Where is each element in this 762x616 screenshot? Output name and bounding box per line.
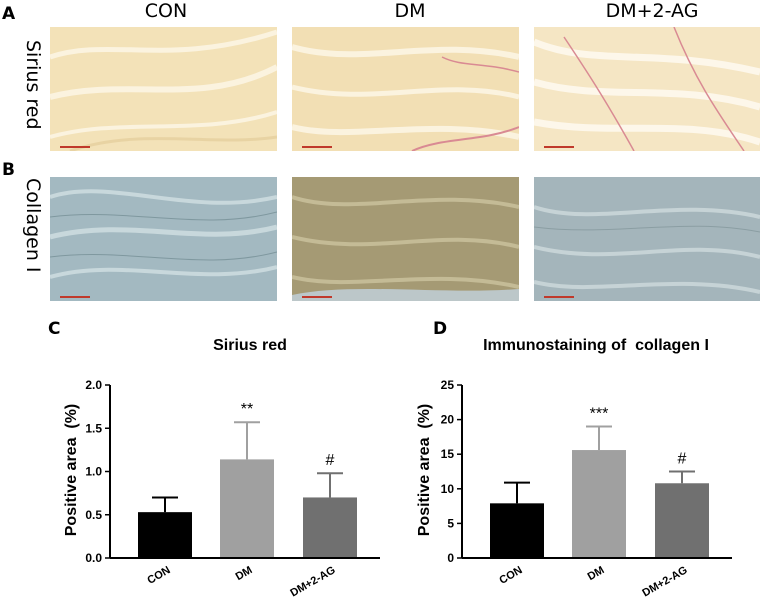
column-header-dm-2ag: DM+2-AG xyxy=(605,0,699,22)
panel-label-b: B xyxy=(2,160,15,180)
y-tick-label: 0.0 xyxy=(85,551,102,565)
y-tick-label: 25 xyxy=(441,378,455,392)
panel-label-c: C xyxy=(48,319,60,339)
y-tick-label: 1.5 xyxy=(85,421,102,435)
scale-bar xyxy=(60,296,90,298)
micrograph-sirius-dm-2ag xyxy=(534,27,760,151)
chart-title: Immunostaining of collagen I xyxy=(483,337,709,354)
y-tick-label: 0.5 xyxy=(85,508,102,522)
micrograph-sirius-con xyxy=(50,27,277,151)
x-tick-label: DM xyxy=(234,564,255,583)
bar-dm-2-ag xyxy=(303,497,357,558)
bar-dm xyxy=(220,459,274,558)
chart-title: Sirius red xyxy=(213,337,287,354)
bar-con xyxy=(490,503,544,558)
x-tick-label: DM+2-AG xyxy=(288,564,337,599)
y-axis-label: Positive area (%) xyxy=(63,404,80,537)
significance-marker: # xyxy=(678,451,687,468)
scale-bar xyxy=(302,146,332,148)
micrograph-collagen-dm-2ag xyxy=(534,177,760,301)
x-tick-label: CON xyxy=(145,564,172,587)
y-tick-label: 10 xyxy=(441,482,455,496)
panel-label-d: D xyxy=(433,319,447,339)
bar-dm xyxy=(572,450,626,558)
scale-bar xyxy=(544,296,574,298)
x-tick-label: CON xyxy=(497,564,524,587)
micrograph-collagen-dm xyxy=(292,177,519,301)
y-tick-label: 2.0 xyxy=(85,378,102,392)
significance-marker: # xyxy=(326,452,335,469)
scale-bar xyxy=(544,146,574,148)
column-header-dm: DM xyxy=(394,0,426,22)
y-axis-label: Positive area (%) xyxy=(416,404,433,537)
y-tick-label: 1.0 xyxy=(85,465,102,479)
y-tick-label: 15 xyxy=(441,447,455,461)
column-header-con: CON xyxy=(144,0,188,22)
scale-bar xyxy=(60,146,90,148)
chart-sirius-red: C Sirius red Positive area (%) ** # 0.0 0.… xyxy=(48,319,380,600)
micrograph-sirius-dm xyxy=(292,27,519,151)
panel-label-a: A xyxy=(2,4,16,24)
chart-collagen-i: D Immunostaining of collagen I Positive … xyxy=(416,319,732,600)
row-label-sirius-red: Sirius red xyxy=(22,40,44,130)
bar-dm-2-ag xyxy=(655,483,709,558)
y-tick-label: 5 xyxy=(447,516,454,530)
row-label-collagen-i: Collagen I xyxy=(22,178,44,273)
micrograph-collagen-con xyxy=(50,177,277,301)
significance-marker: ** xyxy=(241,401,253,418)
x-tick-label: DM xyxy=(586,564,607,583)
y-tick-label: 0 xyxy=(447,551,454,565)
y-tick-label: 20 xyxy=(441,413,455,427)
x-tick-label: DM+2-AG xyxy=(640,564,689,599)
charts-area: C Sirius red Positive area (%) ** # 0.0 0.… xyxy=(48,319,732,600)
scale-bar xyxy=(302,296,332,298)
bar-con xyxy=(138,512,192,558)
significance-marker: *** xyxy=(590,406,609,423)
